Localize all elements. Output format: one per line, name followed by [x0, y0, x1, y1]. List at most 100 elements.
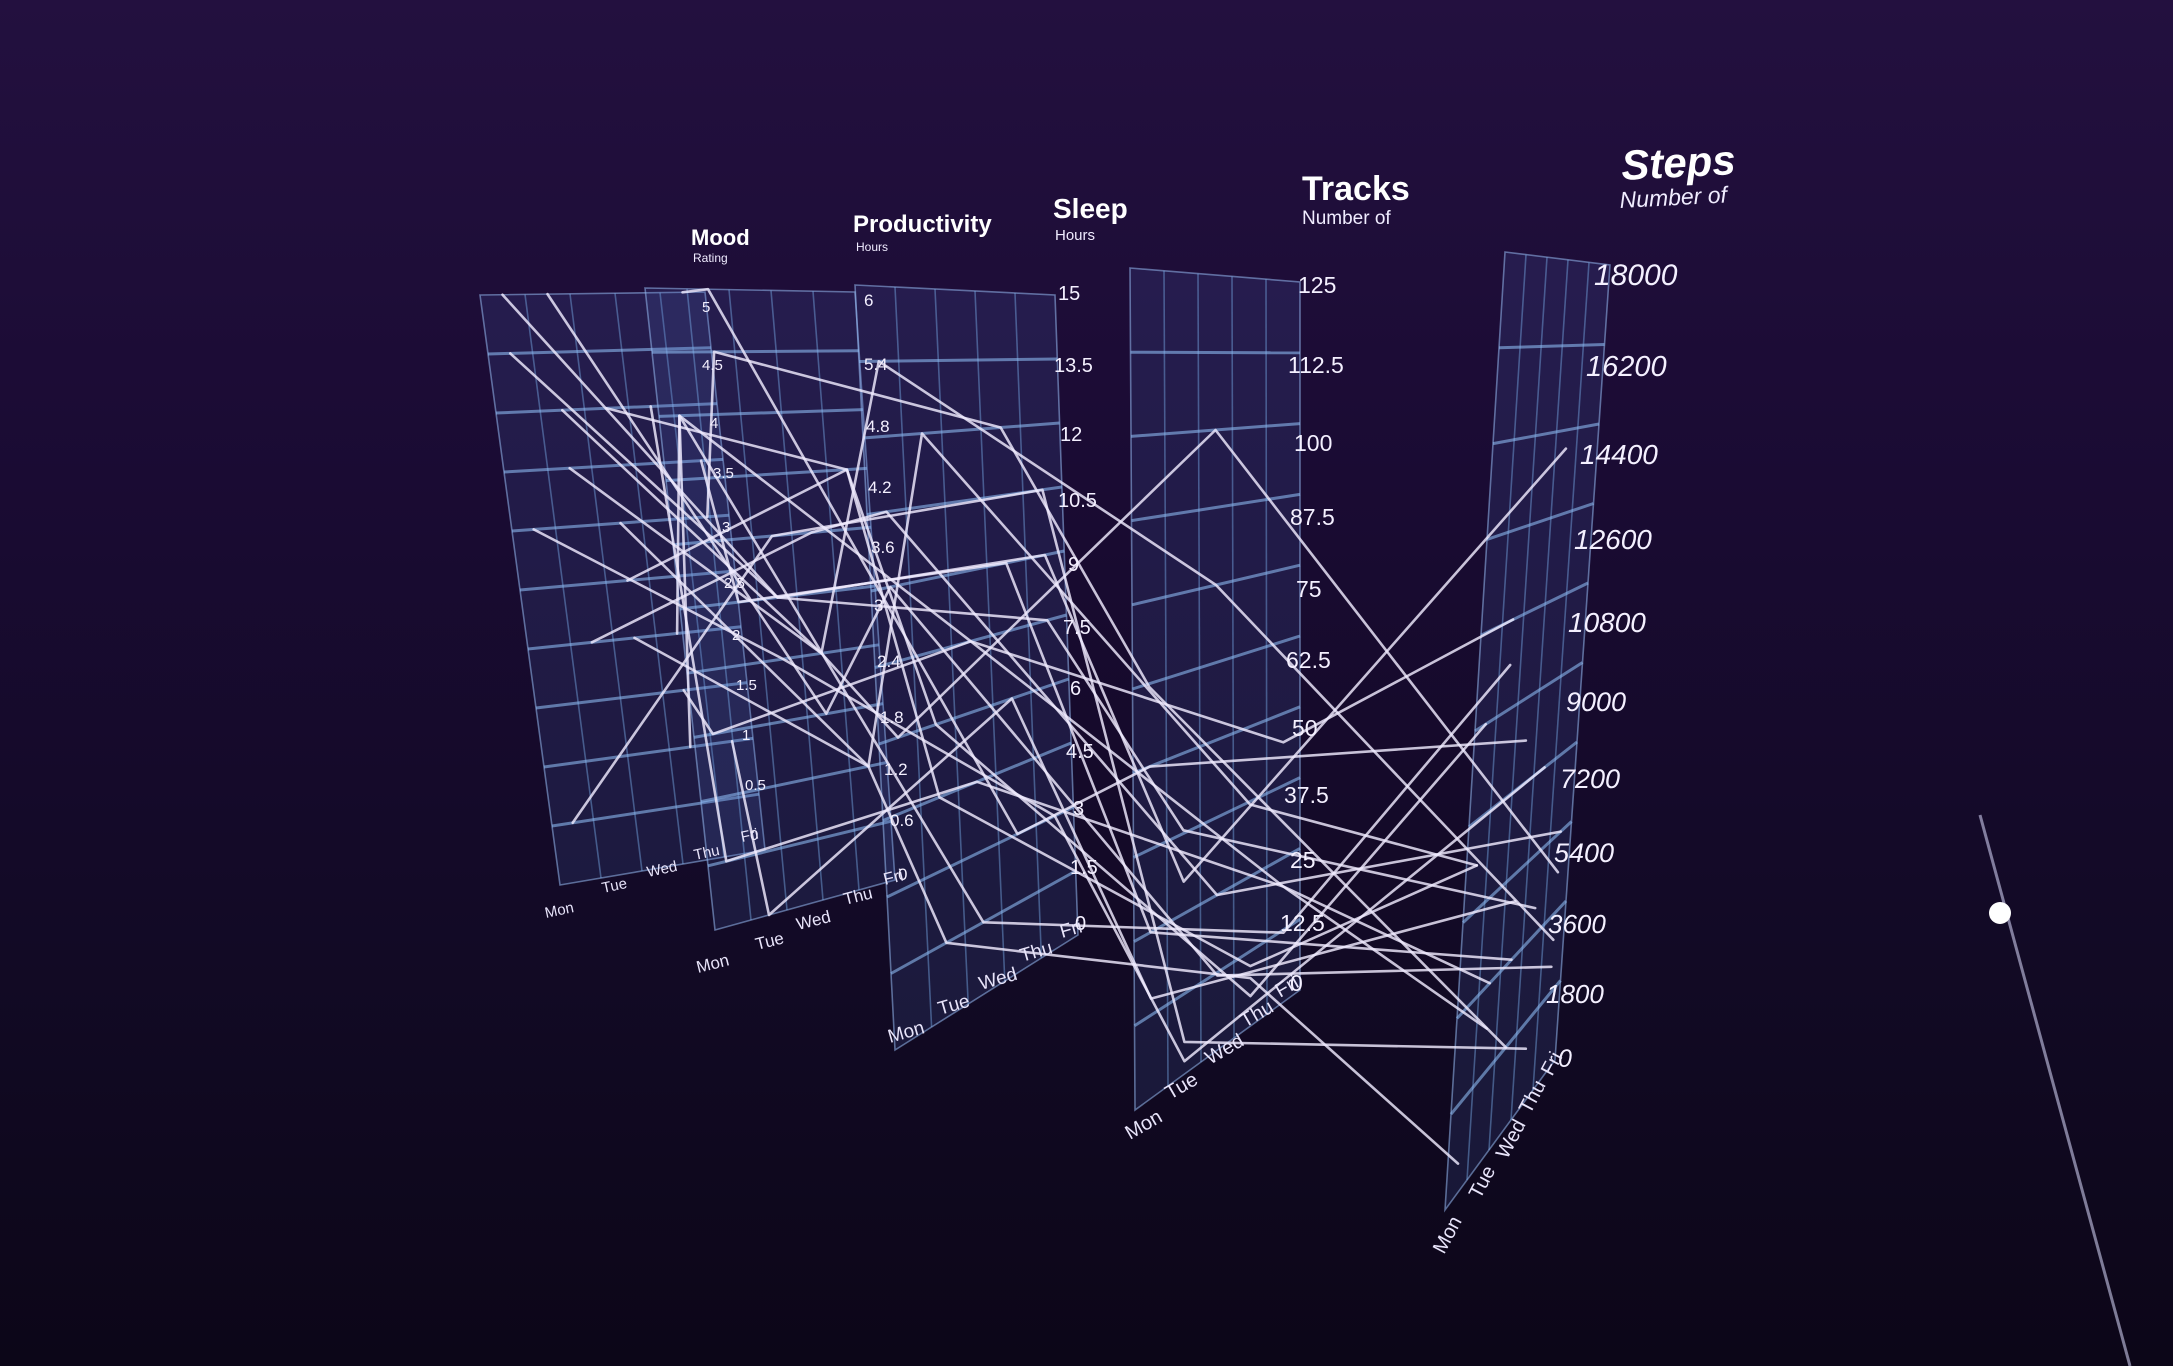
tick-label: 16200: [1586, 351, 1667, 383]
axis-subtitle-tracks: Number of: [1302, 208, 1391, 229]
grid-line: [535, 681, 748, 710]
tick-label: 6: [1070, 678, 1081, 700]
tick-label: 25: [1290, 847, 1316, 873]
axis-title-sleep: Sleep: [1053, 193, 1128, 224]
tick-label: 1800: [1546, 979, 1604, 1009]
light-source-orb[interactable]: [1989, 902, 2011, 924]
axis-subtitle-productivity: Hours: [856, 240, 888, 254]
grid-line: [1492, 422, 1600, 446]
record-polyline[interactable]: [605, 407, 1488, 998]
record-polyline[interactable]: [590, 510, 1562, 897]
day-label: Thu: [692, 842, 721, 864]
record-polyline[interactable]: [682, 640, 1489, 1030]
grid-line: [862, 421, 1060, 440]
tick-label: 50: [1292, 715, 1318, 741]
tick-label: 75: [1296, 576, 1322, 602]
grid-line: [1461, 820, 1573, 924]
tick-label: 0: [1558, 1045, 1572, 1073]
grid-line: [487, 346, 712, 356]
record-polyline[interactable]: [568, 360, 1555, 942]
tick-label: 18000: [1594, 259, 1678, 292]
record-polyline[interactable]: [619, 432, 1479, 867]
tick-label: 0: [898, 865, 907, 884]
day-label: Fri: [881, 866, 905, 889]
record-polyline[interactable]: [561, 408, 1560, 874]
tick-label: 2.4: [877, 652, 901, 671]
tick-label: 15: [1058, 283, 1080, 305]
axis-mood: Mood Rating 5 4.5 4 3.5 3 2.5 2 1.5 1 0.…: [543, 225, 766, 922]
axis-steps: Steps Number of 18000 16200 14400 12600 …: [1429, 136, 1737, 1257]
grid-line: [665, 466, 868, 483]
grid-line: [503, 457, 724, 474]
day-label: Tue: [600, 875, 628, 897]
record-polyline[interactable]: [675, 414, 1512, 934]
tick-label: 5.4: [864, 355, 888, 374]
tick-label: 62.5: [1286, 647, 1331, 673]
panel-productivity: [644, 287, 896, 932]
panel-plane: [1129, 267, 1301, 1112]
axis-title-steps: Steps: [1620, 136, 1737, 189]
day-label: Mon: [1429, 1213, 1467, 1258]
tick-label: 12600: [1574, 524, 1652, 555]
day-label: Mon: [694, 950, 731, 976]
tick-label: 4: [710, 415, 718, 432]
day-label: Mon: [886, 1017, 927, 1047]
axis-panels: [479, 251, 1611, 1213]
panel-steps: [1444, 251, 1611, 1213]
record-polyline[interactable]: [546, 292, 1553, 977]
axis-title-mood: Mood: [691, 225, 750, 250]
tick-label: 6: [864, 291, 873, 310]
tick-label: 0.5: [745, 777, 766, 794]
tick-label: 9000: [1566, 687, 1626, 717]
tick-label: 1: [742, 727, 750, 744]
tick-label: 7.5: [1063, 617, 1091, 639]
tick-label: 1.5: [1070, 857, 1098, 879]
tick-label: 5: [702, 299, 710, 316]
tick-label: 37.5: [1284, 782, 1329, 808]
data-polylines: [501, 287, 1568, 1165]
tick-label: 2: [732, 627, 740, 644]
tick-label: 10800: [1568, 607, 1646, 638]
tick-label: 3: [722, 519, 730, 536]
axis-labels: Mood Rating 5 4.5 4 3.5 3 2.5 2 1.5 1 0.…: [543, 136, 1736, 1257]
record-polyline[interactable]: [699, 459, 1513, 961]
grid-line: [1132, 705, 1301, 775]
tick-label: 1.8: [880, 708, 904, 727]
tick-label: 5400: [1554, 838, 1614, 868]
axis-subtitle-mood: Rating: [693, 251, 728, 265]
axis-subtitle-steps: Number of: [1619, 181, 1730, 213]
tick-label: 4.5: [1066, 741, 1094, 763]
grid-line: [858, 357, 1058, 363]
tick-label: 7200: [1560, 764, 1620, 794]
grid-line: [551, 792, 760, 828]
day-label: Mon: [543, 899, 575, 922]
record-polyline[interactable]: [730, 697, 1517, 1000]
tick-label: 14400: [1580, 439, 1658, 470]
tick-label: 4.8: [866, 417, 890, 436]
grid-line: [693, 702, 884, 739]
record-polyline[interactable]: [649, 405, 1491, 985]
tick-label: 4.2: [868, 478, 892, 497]
panel-plane: [644, 287, 896, 932]
tick-label: 13.5: [1054, 355, 1093, 377]
day-label: Wed: [645, 858, 678, 881]
grid-line: [700, 760, 888, 804]
record-polyline[interactable]: [571, 488, 1528, 1050]
record-polyline[interactable]: [706, 350, 1508, 1049]
record-polyline[interactable]: [626, 468, 1479, 968]
day-label: Fri: [739, 826, 760, 846]
grid-line: [1486, 502, 1594, 541]
record-polyline[interactable]: [509, 352, 1568, 883]
tick-label: 12: [1060, 424, 1082, 446]
axis-title-tracks: Tracks: [1302, 170, 1410, 208]
tick-label: 9: [1068, 554, 1079, 576]
record-polyline[interactable]: [633, 636, 1460, 1165]
record-polyline[interactable]: [681, 287, 1528, 836]
tick-label: 3: [1073, 798, 1084, 820]
grid-line: [1130, 350, 1301, 355]
record-polyline[interactable]: [501, 293, 1537, 910]
tick-label: 2.5: [724, 575, 745, 592]
tick-label: 4.5: [702, 357, 723, 374]
light-beam: [1978, 814, 2132, 1366]
